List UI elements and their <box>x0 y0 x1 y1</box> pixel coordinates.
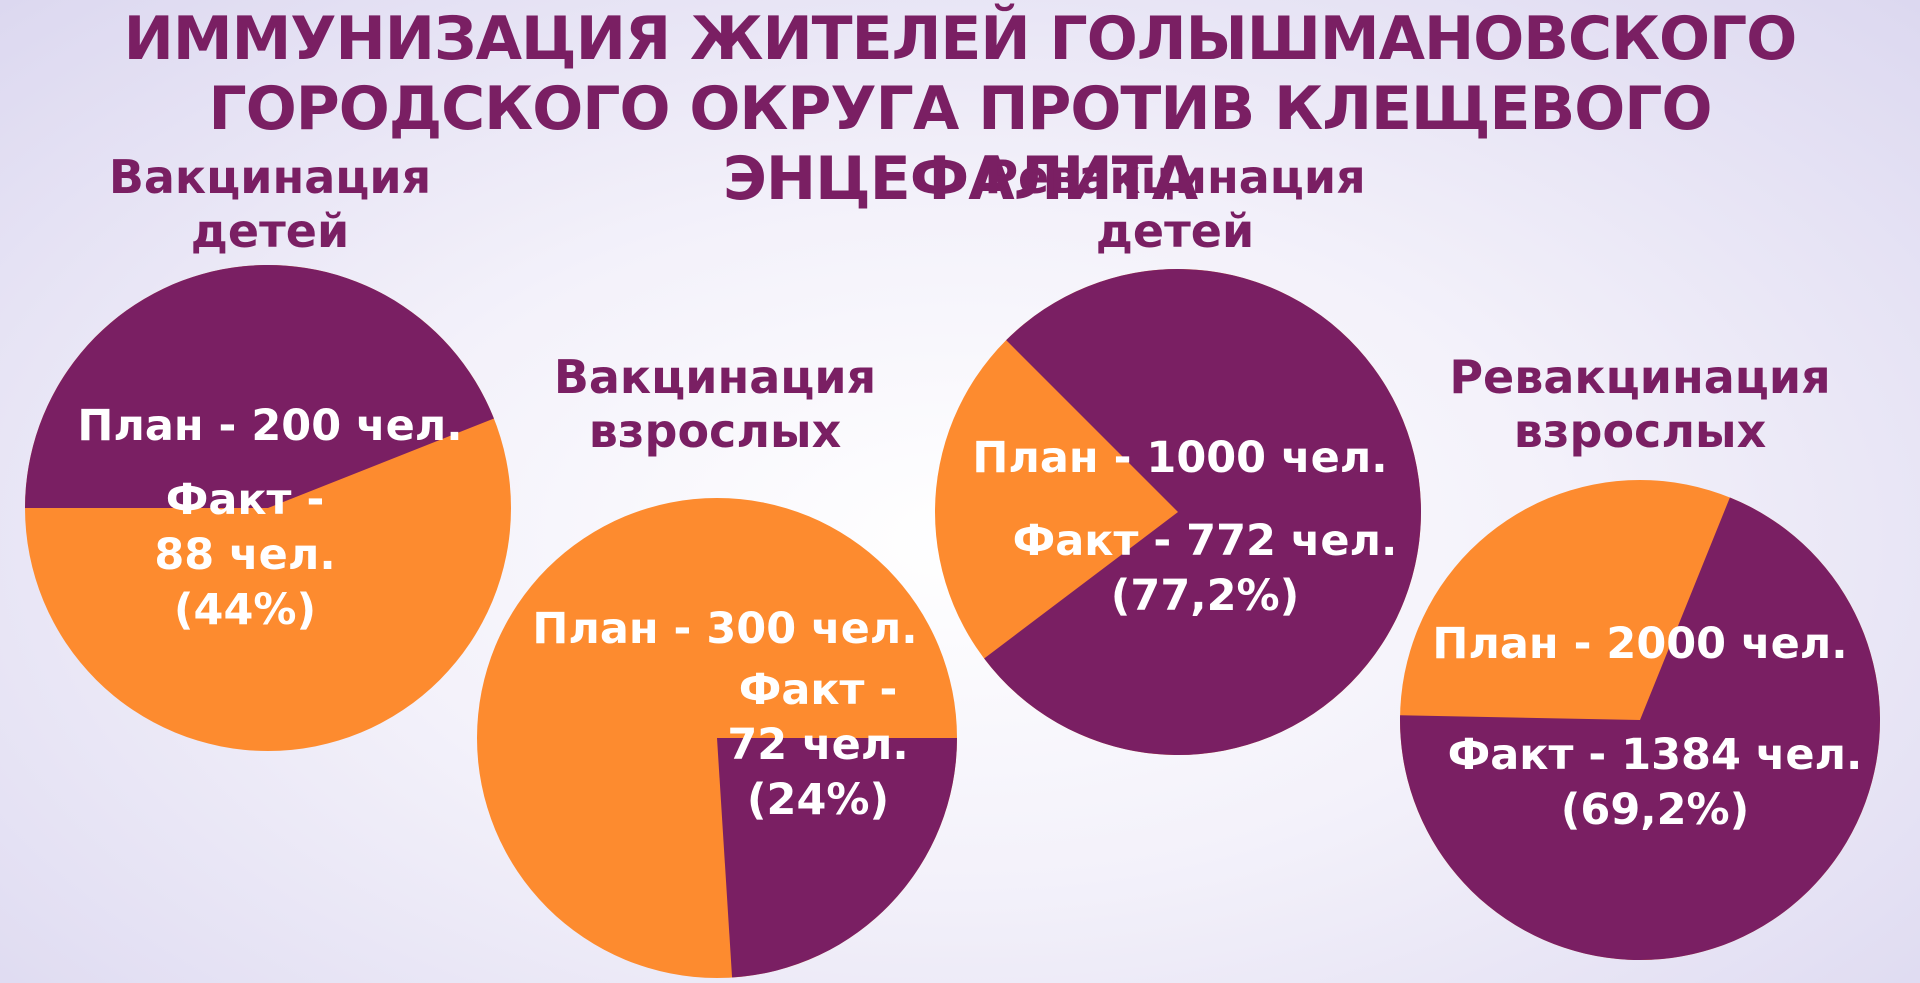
chart-label-vaccination-adults: Вакцинация взрослых <box>515 350 915 458</box>
fact-label-line: (69,2%) <box>1561 785 1749 835</box>
chart-label-line: Вакцинация <box>553 350 877 404</box>
fact-label-line: (44%) <box>174 585 316 635</box>
plan-label-line: План - 1000 чел. <box>972 433 1387 483</box>
chart-label-line: Ревакцинация <box>1449 350 1831 404</box>
fact-label: Факт -88 чел. (44%) <box>154 475 335 635</box>
title-line-1: ИММУНИЗАЦИЯ ЖИТЕЛЕЙ ГОЛЫШМАНОВСКОГО <box>123 4 1798 74</box>
fact-label: Факт -72 чел. (24%) <box>727 665 908 825</box>
chart-label-revaccination-children: Ревакцинация детей <box>925 150 1425 258</box>
plan-label-line: План - 200 чел. <box>77 401 462 451</box>
fact-label: Факт - 1384 чел. (69,2%) <box>1448 730 1863 835</box>
fact-slice <box>717 738 957 978</box>
plan-label: План - 200 чел. <box>77 401 462 451</box>
page-title: ИММУНИЗАЦИЯ ЖИТЕЛЕЙ ГОЛЫШМАНОВСКОГО ГОРО… <box>0 4 1920 214</box>
chart-label-line: взрослых <box>1513 404 1767 458</box>
fact-label-line: (24%) <box>747 775 889 825</box>
fact-slice <box>984 269 1421 755</box>
fact-label-line: Факт - 772 чел. <box>1013 516 1398 566</box>
fact-label-line: (77,2%) <box>1111 571 1299 621</box>
fact-slice <box>25 265 494 508</box>
fact-label: Факт - 772 чел. (77,2%) <box>1013 516 1398 621</box>
chart-label-revaccination-adults: Ревакцинация взрослых <box>1390 350 1890 458</box>
fact-label-line: 72 чел. <box>727 720 908 770</box>
chart-label-line: взрослых <box>588 404 842 458</box>
title-line-2: ГОРОДСКОГО ОКРУГА ПРОТИВ КЛЕЩЕВОГО ЭНЦЕФ… <box>208 74 1712 214</box>
plan-label: План - 300 чел. <box>532 604 917 654</box>
fact-label-line: Факт - <box>166 475 325 525</box>
fact-label-line: Факт - <box>739 665 898 715</box>
fact-slice <box>1400 497 1881 960</box>
fact-label-line: Факт - 1384 чел. <box>1448 730 1863 780</box>
plan-label-line: План - 2000 чел. <box>1432 619 1847 669</box>
plan-label: План - 1000 чел. <box>972 433 1387 483</box>
plan-label: План - 2000 чел. <box>1432 619 1847 669</box>
plan-label-line: План - 300 чел. <box>532 604 917 654</box>
chart-label-line: детей <box>190 204 350 258</box>
chart-label-vaccination-children: Вакцинация детей <box>70 150 470 258</box>
chart-label-line: Ревакцинация <box>984 150 1366 204</box>
chart-label-line: детей <box>1095 204 1255 258</box>
fact-label-line: 88 чел. <box>154 530 335 580</box>
chart-label-line: Вакцинация <box>108 150 432 204</box>
